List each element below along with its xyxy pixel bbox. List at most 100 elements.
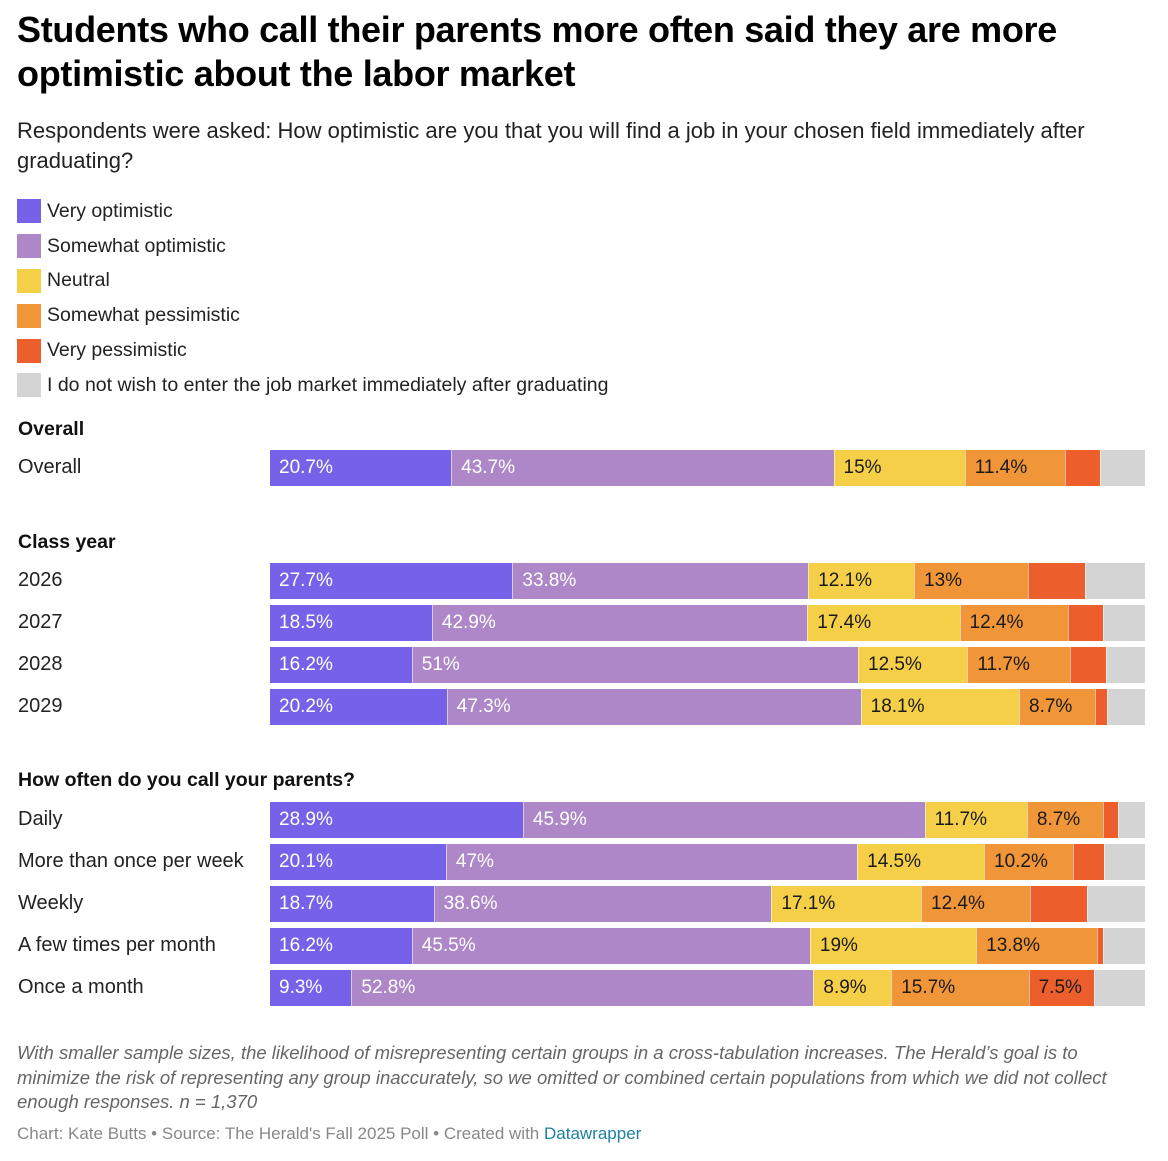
- bar-row-overall: 20.7% 43.7% 15% 11.4%: [270, 450, 1145, 486]
- bar-segment-very-pessimistic: [1069, 647, 1107, 683]
- bar-segment-somewhat-pessimistic: 13%: [914, 563, 1028, 599]
- legend-swatch: [17, 338, 41, 363]
- data-label: 28.9%: [279, 809, 333, 830]
- data-label: 18.1%: [870, 696, 925, 717]
- data-label: 33.8%: [522, 570, 577, 591]
- bar-segment-i-do-not-wish-to-enter-the-job-market-immediately-after-graduating: [1117, 802, 1145, 838]
- data-label: 8.9%: [823, 977, 867, 998]
- legend-label: Somewhat pessimistic: [47, 304, 240, 327]
- data-label: 16.2%: [279, 654, 333, 675]
- bar-row-2026: 27.7% 33.8% 12.1% 13%: [270, 563, 1145, 599]
- bar-segment-i-do-not-wish-to-enter-the-job-market-immediately-after-graduating: [1099, 450, 1145, 486]
- datawrapper-link[interactable]: Datawrapper: [543, 1124, 642, 1143]
- data-label: 20.2%: [279, 696, 333, 717]
- bar-segment-somewhat-optimistic: 38.6%: [433, 886, 772, 922]
- bar-segment-somewhat-pessimistic: 10.2%: [984, 844, 1074, 880]
- bar-segment-somewhat-optimistic: 47%: [445, 844, 858, 880]
- bar-segment-i-do-not-wish-to-enter-the-job-market-immediately-after-graduating: [1103, 928, 1145, 964]
- data-label: 27.7%: [279, 570, 333, 591]
- bar-segment-somewhat-optimistic: 42.9%: [431, 605, 808, 641]
- bar-row-2029: 20.2% 47.3% 18.1% 8.7%: [270, 689, 1145, 725]
- bar-segment-very-pessimistic: [1103, 802, 1118, 838]
- legend-swatch: [17, 199, 41, 224]
- row-label-once-a-month: Once a month: [18, 976, 144, 998]
- bar-segment-somewhat-optimistic: 45.5%: [411, 928, 810, 964]
- data-label: 19%: [819, 935, 858, 956]
- data-label: 12.4%: [969, 612, 1024, 633]
- legend-item-somewhat-pessimistic: Somewhat pessimistic: [17, 298, 608, 333]
- data-label: 47%: [455, 851, 494, 872]
- group-label-class-year: Class year: [18, 531, 116, 553]
- legend-swatch: [17, 268, 41, 293]
- legend-label: Very pessimistic: [47, 339, 187, 362]
- bar-segment-neutral: 12.5%: [858, 647, 968, 683]
- bar-segment-neutral: 18.1%: [860, 689, 1019, 725]
- legend-label: Neutral: [47, 269, 110, 292]
- data-label: 52.8%: [361, 977, 416, 998]
- credit-text: Chart: Kate Butts • Source: The Herald's…: [17, 1124, 544, 1143]
- bar-segment-somewhat-optimistic: 52.8%: [351, 970, 814, 1006]
- data-label: 43.7%: [461, 457, 515, 478]
- bar-row-more-than-once-per-week: 20.1% 47% 14.5% 10.2%: [270, 844, 1145, 880]
- bar-segment-i-do-not-wish-to-enter-the-job-market-immediately-after-graduating: [1087, 886, 1145, 922]
- bar-segment-very-optimistic: 16.2%: [270, 928, 412, 964]
- bar-segment-very-optimistic: 9.3%: [270, 970, 352, 1006]
- legend-label: I do not wish to enter the job market im…: [47, 373, 609, 396]
- legend-label: Somewhat optimistic: [47, 234, 226, 257]
- bar-segment-very-optimistic: 20.1%: [270, 844, 446, 880]
- data-label: 9.3%: [279, 977, 323, 998]
- row-label-2027: 2027: [18, 611, 63, 633]
- bar-row-daily: 28.9% 45.9% 11.7% 8.7%: [270, 802, 1145, 838]
- bar-segment-very-pessimistic: [1095, 689, 1108, 725]
- data-label: 16.2%: [279, 935, 333, 956]
- bar-segment-neutral: 15%: [833, 450, 965, 486]
- chart-credit: Chart: Kate Butts • Source: The Herald's…: [17, 1124, 641, 1144]
- data-label: 18.7%: [279, 893, 333, 914]
- row-label-a-few-times-per-month: A few times per month: [18, 934, 216, 956]
- bar-segment-i-do-not-wish-to-enter-the-job-market-immediately-after-graduating: [1084, 563, 1145, 599]
- legend-swatch: [17, 234, 41, 259]
- bar-segment-somewhat-pessimistic: 11.4%: [964, 450, 1065, 486]
- bar-row-2027: 18.5% 42.9% 17.4% 12.4%: [270, 605, 1145, 641]
- legend-swatch: [17, 303, 41, 328]
- bar-segment-i-do-not-wish-to-enter-the-job-market-immediately-after-graduating: [1107, 689, 1145, 725]
- bar-segment-very-optimistic: 28.9%: [270, 802, 523, 838]
- data-label: 20.1%: [279, 851, 333, 872]
- bar-segment-very-optimistic: 16.2%: [270, 647, 412, 683]
- bar-segment-somewhat-pessimistic: 11.7%: [967, 647, 1070, 683]
- data-label: 8.7%: [1029, 696, 1073, 717]
- bar-segment-somewhat-optimistic: 47.3%: [446, 689, 861, 725]
- bar-segment-neutral: 19%: [809, 928, 977, 964]
- bar-segment-somewhat-optimistic: 43.7%: [451, 450, 834, 486]
- legend-item-neutral: Neutral: [17, 264, 608, 299]
- row-label-weekly: Weekly: [18, 892, 84, 914]
- bar-segment-very-pessimistic: [1029, 886, 1088, 922]
- bar-segment-i-do-not-wish-to-enter-the-job-market-immediately-after-graduating: [1103, 605, 1145, 641]
- row-label-2028: 2028: [18, 653, 63, 675]
- data-label: 14.5%: [867, 851, 921, 872]
- bar-segment-somewhat-pessimistic: 12.4%: [959, 605, 1068, 641]
- bar-segment-very-pessimistic: [1073, 844, 1104, 880]
- bar-segment-somewhat-pessimistic: 8.7%: [1026, 802, 1103, 838]
- data-label: 17.4%: [817, 612, 872, 633]
- data-label: 51%: [421, 654, 460, 675]
- bar-segment-very-pessimistic: [1096, 928, 1103, 964]
- bar-segment-neutral: 8.9%: [813, 970, 892, 1006]
- bar-row-once-a-month: 9.3% 52.8% 8.9% 15.7% 7.5%: [270, 970, 1145, 1006]
- group-label-how-often-do-you-call-your-parents: How often do you call your parents?: [18, 769, 355, 791]
- legend-item-somewhat-optimistic: Somewhat optimistic: [17, 229, 608, 264]
- data-label: 13%: [924, 570, 963, 591]
- group-label-overall: Overall: [18, 418, 85, 440]
- data-label: 11.7%: [977, 654, 1030, 675]
- data-label: 13.8%: [986, 935, 1040, 956]
- row-label-2026: 2026: [18, 569, 63, 591]
- data-label: 47.3%: [456, 696, 511, 717]
- chart-title: Students who call their parents more oft…: [17, 9, 1057, 94]
- data-label: 11.4%: [974, 457, 1028, 478]
- data-label: 17.1%: [781, 893, 836, 914]
- bar-segment-neutral: 17.1%: [771, 886, 921, 922]
- bar-segment-somewhat-pessimistic: 12.4%: [921, 886, 1030, 922]
- legend-item-very-optimistic: Very optimistic: [17, 194, 608, 229]
- bar-segment-neutral: 17.4%: [807, 605, 960, 641]
- bar-segment-somewhat-pessimistic: 13.8%: [976, 928, 1097, 964]
